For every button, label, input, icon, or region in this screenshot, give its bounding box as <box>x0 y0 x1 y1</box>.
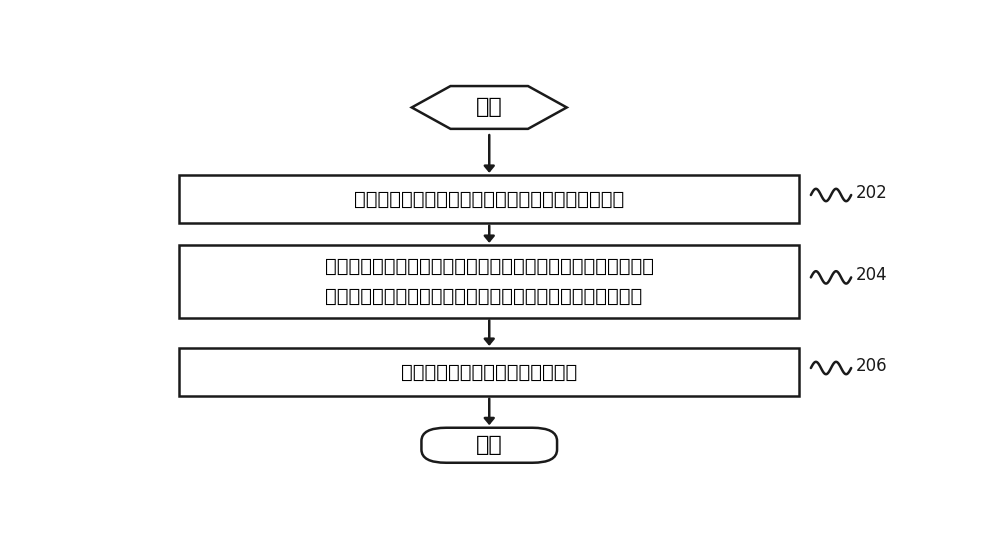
Text: 获取电机的直轴指令电压、交轴指令电压和母线电压: 获取电机的直轴指令电压、交轴指令电压和母线电压 <box>354 189 624 209</box>
Text: 206: 206 <box>856 357 887 375</box>
Polygon shape <box>412 86 567 129</box>
Bar <box>179 246 799 318</box>
Bar <box>179 348 799 396</box>
Text: 结束: 结束 <box>476 435 503 455</box>
Text: 202: 202 <box>856 184 888 202</box>
FancyBboxPatch shape <box>421 428 557 463</box>
Bar <box>179 175 799 223</box>
Text: 开始: 开始 <box>476 97 503 118</box>
Text: 根据弱磁电流对电机进行弱磁控制: 根据弱磁电流对电机进行弱磁控制 <box>401 363 577 381</box>
Text: 基于母线电压的变化率大于第一阈值，调节母线电压，并根据母
线电压、直轴指令电压和交轴指令电压，计算电机的弱磁电流: 基于母线电压的变化率大于第一阈值，调节母线电压，并根据母 线电压、直轴指令电压和… <box>325 257 654 306</box>
Text: 204: 204 <box>856 266 887 284</box>
